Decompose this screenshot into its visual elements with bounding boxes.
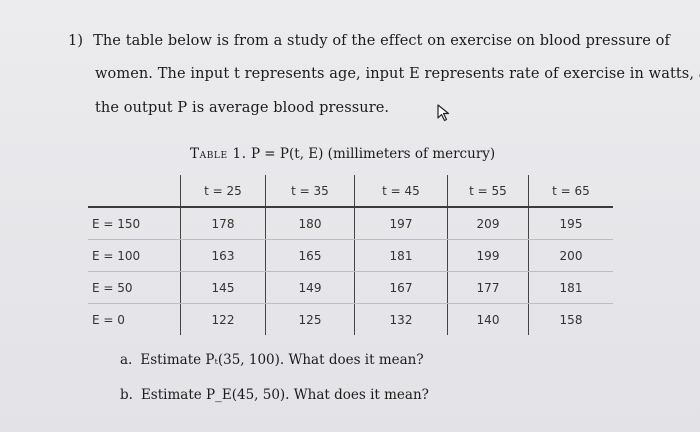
table-cell: 122 [180,303,266,335]
table-cell: 132 [354,303,448,335]
problem-text-line-3: the output P is average blood pressure. [95,100,390,116]
table-cell: 181 [528,271,613,304]
column-header: t = 35 [265,175,355,208]
table-cell: 195 [528,207,613,240]
table-cell: 145 [180,271,266,304]
question-b-letter: b. [120,387,133,403]
table-cell: 200 [528,239,613,272]
column-header: t = 45 [354,175,448,208]
table-header-row: t = 25 t = 35 t = 45 t = 55 t = 65 [88,175,613,208]
table-caption-formula: P = P(t, E) (millimeters of mercury) [250,146,496,162]
table-cell: 180 [265,207,355,240]
column-header: t = 25 [180,175,266,208]
problem-text-line-2: women. The input t represents age, input… [95,66,700,82]
question-b-text: Estimate P_E(45, 50). What does it mean? [140,387,429,403]
blood-pressure-table: t = 25 t = 35 t = 45 t = 55 t = 65 E = 1… [88,175,613,335]
question-a: a. Estimate Pₜ(35, 100). What does it mea… [120,352,424,368]
table-cell: 181 [354,239,448,272]
row-header: E = 0 [92,312,125,327]
question-a-text: Estimate Pₜ(35, 100). What does it mean? [140,352,424,368]
table-cell: 165 [265,239,355,272]
row-header: E = 100 [88,239,181,272]
column-header: t = 65 [528,175,613,208]
table-corner-cell [88,175,181,208]
question-a-letter: a. [120,352,133,368]
table-cell: 197 [354,207,448,240]
problem-line-1: 1) The table below is from a study of the… [68,33,670,49]
problem-number: 1) [68,33,84,49]
table-cell: 177 [447,271,529,304]
table-row: E = 50 145 149 167 177 181 [88,271,613,304]
table-caption-label: Table 1. [190,146,247,162]
table-row: E = 150 178 180 197 209 195 [88,207,613,240]
row-header: E = 50 [88,271,181,304]
problem-text-line-1: The table below is from a study of the e… [93,33,670,49]
question-b: b. Estimate P_E(45, 50). What does it mea… [120,387,429,403]
row-header: E = 150 [88,207,181,240]
table-caption: Table 1. P = P(t, E) (millimeters of mer… [190,146,495,162]
table-cell: 125 [265,303,355,335]
mouse-pointer-icon [437,104,450,122]
table-row: E = 100 163 165 181 199 200 [88,239,613,272]
table-cell: 163 [180,239,266,272]
table-cell: 149 [265,271,355,304]
table-cell: 178 [180,207,266,240]
table-cell: 140 [447,303,529,335]
table-cell: 199 [447,239,529,272]
table-cell: 158 [528,303,613,335]
table-cell: 209 [447,207,529,240]
table-row: E = 0 122 125 132 140 158 [88,303,613,335]
table-cell: 167 [354,271,448,304]
column-header: t = 55 [447,175,529,208]
